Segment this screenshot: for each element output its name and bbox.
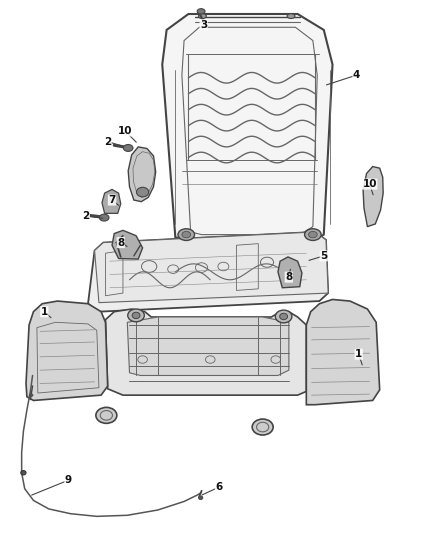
Ellipse shape xyxy=(128,309,145,322)
Polygon shape xyxy=(363,166,383,227)
Text: 10: 10 xyxy=(118,126,132,136)
Ellipse shape xyxy=(197,9,205,14)
Ellipse shape xyxy=(99,214,109,221)
Ellipse shape xyxy=(96,407,117,423)
Text: 2: 2 xyxy=(82,211,89,221)
Polygon shape xyxy=(162,14,332,243)
Ellipse shape xyxy=(137,187,149,197)
Polygon shape xyxy=(88,232,328,312)
Ellipse shape xyxy=(308,231,317,238)
Ellipse shape xyxy=(280,313,288,320)
Ellipse shape xyxy=(287,14,295,19)
Text: 8: 8 xyxy=(117,238,124,247)
Text: 10: 10 xyxy=(362,179,377,189)
Text: 1: 1 xyxy=(355,349,362,359)
Polygon shape xyxy=(106,309,306,395)
Ellipse shape xyxy=(198,14,206,19)
Text: 2: 2 xyxy=(104,136,111,147)
Polygon shape xyxy=(278,257,302,288)
Text: 8: 8 xyxy=(285,272,293,282)
Polygon shape xyxy=(127,317,289,375)
Ellipse shape xyxy=(252,419,273,435)
Polygon shape xyxy=(102,189,121,213)
Text: 7: 7 xyxy=(108,195,116,205)
Ellipse shape xyxy=(21,471,26,475)
Polygon shape xyxy=(26,301,108,400)
Text: 9: 9 xyxy=(65,475,72,485)
Ellipse shape xyxy=(198,496,203,499)
Polygon shape xyxy=(128,147,155,201)
Ellipse shape xyxy=(29,394,33,397)
Ellipse shape xyxy=(182,231,191,238)
Text: 6: 6 xyxy=(215,482,223,492)
Ellipse shape xyxy=(178,229,194,240)
Text: 3: 3 xyxy=(200,20,207,30)
Ellipse shape xyxy=(132,312,140,319)
Polygon shape xyxy=(112,230,143,259)
Ellipse shape xyxy=(304,229,321,240)
Ellipse shape xyxy=(276,310,292,323)
Text: 5: 5 xyxy=(320,251,328,261)
Polygon shape xyxy=(95,232,328,303)
Text: 1: 1 xyxy=(41,306,48,317)
Polygon shape xyxy=(306,300,380,405)
Ellipse shape xyxy=(124,144,133,151)
Text: 4: 4 xyxy=(353,70,360,80)
